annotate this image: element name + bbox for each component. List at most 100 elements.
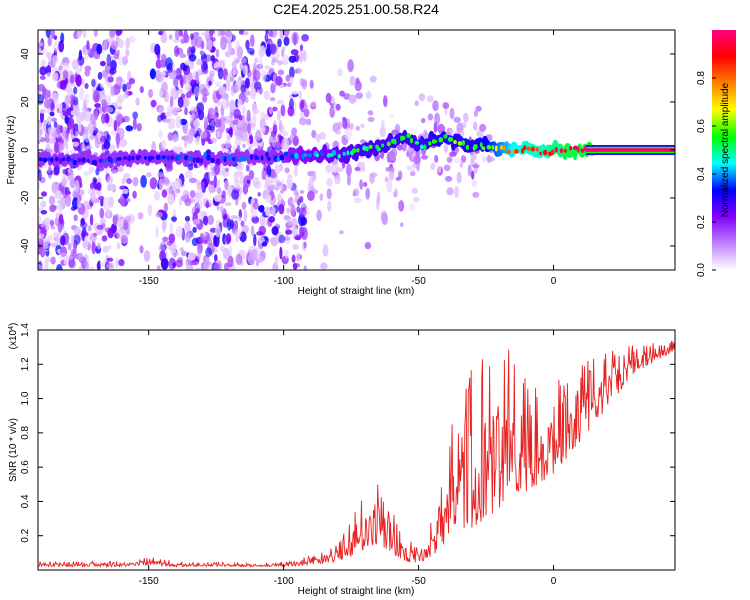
spectrogram-noise-blob bbox=[297, 214, 306, 227]
spectrogram-noise-blob bbox=[45, 65, 52, 76]
y-tick-label: 40 bbox=[20, 48, 31, 60]
spectrogram-noise-blob bbox=[161, 189, 168, 198]
spectrogram-noise-blob bbox=[486, 154, 492, 163]
spectrogram-noise-blob bbox=[39, 42, 44, 47]
y-tick-label: 0.4 bbox=[20, 494, 31, 508]
spectrogram-noise-blob bbox=[96, 261, 101, 270]
spectrogram-noise-blob bbox=[235, 58, 240, 64]
spectrogram-ridge-core bbox=[195, 157, 201, 163]
spectrogram-noise-blob bbox=[44, 258, 49, 270]
spectrogram-noise-blob bbox=[314, 189, 318, 194]
spectrogram-noise-blob bbox=[179, 52, 185, 58]
spectrogram-noise-blob bbox=[116, 113, 124, 125]
spectrogram-noise-blob bbox=[436, 123, 445, 133]
spectrogram-noise-blob bbox=[62, 69, 69, 79]
spectrogram-ridge-core bbox=[149, 156, 155, 160]
spectrogram-noise-blob bbox=[211, 37, 216, 42]
spectrogram-noise-blob bbox=[184, 107, 188, 116]
spectrogram-noise-blob bbox=[245, 39, 250, 50]
spectrogram-noise-blob bbox=[83, 171, 91, 177]
spectrogram-noise-blob bbox=[410, 165, 416, 172]
spectrogram-noise-blob bbox=[242, 64, 249, 76]
spectrogram-noise-blob bbox=[385, 167, 392, 172]
spectrogram-noise-blob bbox=[250, 34, 255, 47]
spectrogram-noise-blob bbox=[364, 242, 372, 250]
spectrogram-noise-blob bbox=[389, 112, 395, 119]
spectrogram-noise-blob bbox=[224, 30, 229, 36]
spectrogram-noise-blob bbox=[61, 101, 67, 109]
spectrogram-noise-blob bbox=[245, 164, 250, 172]
spectrogram-noise-blob bbox=[301, 201, 306, 208]
spectrogram-noise-blob bbox=[147, 203, 153, 217]
spectrogram-noise-blob bbox=[38, 169, 42, 182]
spectrogram-noise-blob bbox=[268, 194, 272, 202]
spectrogram-noise-blob bbox=[240, 84, 247, 94]
spectrogram-noise-blob bbox=[426, 95, 434, 103]
spectrogram-ridge-core bbox=[580, 148, 585, 153]
spectrogram-noise-blob bbox=[102, 69, 108, 79]
spectrogram-ridge-core bbox=[432, 139, 438, 144]
spectrogram-ridge-core bbox=[175, 155, 179, 161]
spectrogram-ridge-core bbox=[295, 154, 299, 159]
spectrogram-noise-blob bbox=[106, 53, 112, 67]
spectrogram-noise-blob bbox=[113, 52, 120, 60]
spectrogram-ridge-core bbox=[481, 146, 486, 151]
spectrogram-noise-blob bbox=[289, 66, 295, 79]
spectrogram-noise-blob bbox=[347, 59, 354, 73]
spectrogram-ridge-core bbox=[307, 153, 313, 158]
spectrogram-ridge-core bbox=[320, 150, 325, 157]
spectrogram-noise-blob bbox=[79, 87, 85, 101]
spectrogram-noise-blob bbox=[185, 91, 192, 99]
spectrogram-noise-blob bbox=[225, 167, 229, 173]
spectrogram-ridge-core bbox=[393, 138, 397, 145]
spectrogram-noise-blob bbox=[107, 244, 112, 250]
x-tick-label: 0 bbox=[551, 276, 557, 287]
spectrogram-noise-blob bbox=[285, 229, 293, 235]
spectrogram-noise-blob bbox=[208, 171, 213, 180]
spectrogram-noise-blob bbox=[78, 256, 87, 264]
spectrogram-noise-blob bbox=[180, 39, 186, 44]
spectrogram-noise-blob bbox=[89, 214, 94, 226]
spectrogram-noise-blob bbox=[122, 83, 127, 93]
spectrogram-noise-blob bbox=[267, 184, 276, 191]
spectrogram-noise-blob bbox=[64, 95, 71, 106]
spectrogram-noise-blob bbox=[120, 127, 125, 137]
spectrogram-noise-blob bbox=[128, 77, 136, 85]
spectrogram-noise-blob bbox=[184, 221, 191, 232]
spectrogram-noise-blob bbox=[110, 262, 115, 270]
spectrogram-ridge-core bbox=[554, 147, 558, 153]
spectrogram-noise-blob bbox=[158, 244, 166, 253]
spectrogram-noise-blob bbox=[287, 105, 295, 117]
spectrogram-noise-blob bbox=[104, 113, 110, 124]
spectrogram-noise-blob bbox=[360, 123, 365, 129]
spectrogram-noise-blob bbox=[225, 233, 232, 244]
spectrogram-noise-blob bbox=[64, 190, 72, 195]
spectrogram-noise-blob bbox=[268, 216, 276, 223]
spectrogram-noise-blob bbox=[47, 72, 51, 77]
spectrogram-noise-blob bbox=[329, 105, 336, 118]
spectrogram-noise-blob bbox=[293, 33, 297, 46]
spectrogram-noise-blob bbox=[453, 158, 461, 164]
spectrogram-ridge-core bbox=[188, 156, 193, 161]
spectrogram-noise-blob bbox=[400, 222, 404, 228]
spectrogram-noise-blob bbox=[69, 74, 75, 84]
spectrogram-noise-blob bbox=[155, 73, 164, 83]
spectrogram-noise-blob bbox=[101, 113, 106, 124]
spectrogram-ridge-core bbox=[47, 157, 51, 161]
spectrogram-noise-blob bbox=[262, 219, 269, 226]
spectrogram-ridge-core bbox=[386, 141, 391, 147]
spectrogram-noise-blob bbox=[277, 60, 283, 66]
spectrogram-noise-blob bbox=[106, 257, 114, 262]
spectrogram-noise-blob bbox=[307, 190, 315, 201]
spectrogram-noise-blob bbox=[446, 187, 454, 196]
spectrogram-noise-blob bbox=[117, 38, 124, 49]
spectrogram-noise-blob bbox=[72, 141, 80, 147]
spectrogram-noise-blob bbox=[250, 205, 254, 214]
spectrogram-noise-blob bbox=[171, 216, 177, 222]
spectrogram-noise-blob bbox=[99, 207, 105, 219]
snr-x-axis-label: Height of straight line (km) bbox=[298, 586, 415, 597]
spectrogram-y-ticks: 40 20 0 -20 -40 bbox=[20, 48, 675, 253]
spectrogram-noise-blob bbox=[107, 227, 114, 239]
spectrogram-noise-blob bbox=[231, 84, 239, 93]
spectrogram-noise-blob bbox=[298, 117, 307, 126]
